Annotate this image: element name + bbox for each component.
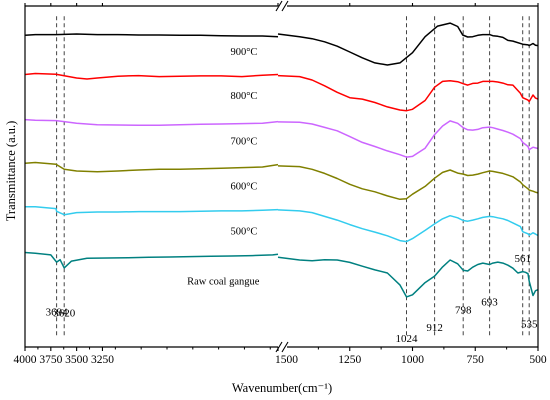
axis-break-mark <box>275 341 283 353</box>
series-raw-coal-gangue-right <box>277 256 539 298</box>
peak-label-535: 535 <box>521 319 538 331</box>
series-800-c-left <box>24 72 279 80</box>
peak-label-693: 693 <box>481 297 498 309</box>
y-axis-label: Transmittance (a.u.) <box>4 121 18 222</box>
series-500-c-left <box>25 206 279 216</box>
series-700-c-right <box>277 120 539 158</box>
axis-break-mark <box>281 0 289 12</box>
x-tick-label-1250: 1250 <box>338 354 361 366</box>
peak-label-3620: 3620 <box>53 307 76 319</box>
x-tick-label-4000: 4000 <box>14 354 37 366</box>
axis-frame-left <box>24 5 278 348</box>
x-tick-label-3250: 3250 <box>91 354 114 366</box>
curve-label: 800°C <box>230 91 257 102</box>
x-axis-label: Wavenumber(cm⁻¹) <box>232 381 332 395</box>
curve-label: 900°C <box>230 47 257 58</box>
series-lines <box>24 22 539 298</box>
axis-frame-right <box>287 5 539 348</box>
x-tick-label-1500: 1500 <box>275 354 298 366</box>
axes: 4000 3750 3500 3250 1500 1250 1000 750 500 <box>14 0 547 366</box>
axis-break-mark <box>281 341 289 353</box>
x-tick-label-3500: 3500 <box>65 354 88 366</box>
peak-label-798: 798 <box>455 305 472 317</box>
x-tick-label-500: 500 <box>529 354 547 366</box>
peak-label-1024: 1024 <box>395 333 418 345</box>
series-800-c-right <box>277 74 539 112</box>
series-600-c-right <box>277 165 539 201</box>
curve-label: 600°C <box>230 181 257 192</box>
series-500-c-right <box>277 209 539 243</box>
x-tick-label-3750: 3750 <box>39 354 62 366</box>
x-tick-label-750: 750 <box>467 354 485 366</box>
curve-label: Raw coal gangue <box>187 276 260 287</box>
series-900-c-right <box>277 22 539 66</box>
series-600-c-left <box>24 161 279 173</box>
curve-label: 700°C <box>230 136 257 147</box>
annotations: 900°C 800°C 700°C 600°C 500°C Raw coal gangue… <box>46 47 538 345</box>
curve-label: 500°C <box>230 226 257 237</box>
series-700-c-left <box>24 118 279 127</box>
x-tick-label-1000: 1000 <box>401 354 424 366</box>
peak-label-912: 912 <box>426 322 443 334</box>
axis-break-mark <box>275 0 283 12</box>
reference-lines <box>56 16 530 337</box>
series-900-c-left <box>24 33 279 38</box>
peak-label-561: 561 <box>514 253 531 265</box>
series-raw-coal-gangue-left <box>24 251 279 269</box>
peak-label-3694: 3694 <box>46 307 69 319</box>
